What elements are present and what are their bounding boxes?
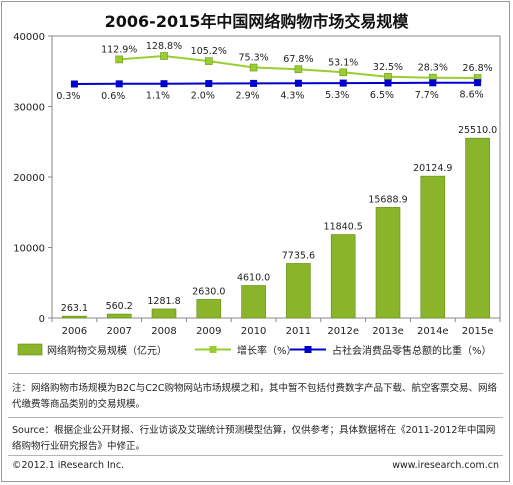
growth-marker bbox=[339, 68, 348, 77]
share-marker bbox=[429, 79, 437, 87]
bar bbox=[330, 234, 356, 319]
bar bbox=[286, 263, 311, 319]
share-data-label: 0.6% bbox=[101, 91, 125, 102]
share-marker bbox=[115, 80, 123, 88]
share-data-label: 0.3% bbox=[56, 91, 80, 102]
growth-marker bbox=[249, 63, 258, 72]
bar-data-label: 25510.0 bbox=[458, 125, 497, 136]
y-tick-label: 30000 bbox=[13, 103, 45, 114]
bar bbox=[375, 207, 401, 319]
legend-bar-label: 网络购物交易规模（亿元） bbox=[47, 344, 167, 357]
growth-marker bbox=[205, 57, 213, 65]
share-marker bbox=[294, 79, 302, 87]
x-tick-label: 2010 bbox=[241, 326, 266, 337]
x-tick-label: 2014e bbox=[417, 326, 449, 337]
x-tick-label: 2008 bbox=[151, 326, 176, 337]
bar-data-label: 20124.9 bbox=[413, 163, 452, 174]
legend-share-label: 占社会消费品零售总额的比重（%） bbox=[332, 344, 492, 357]
growth-data-label: 53.1% bbox=[328, 57, 358, 68]
separator-source bbox=[8, 417, 503, 418]
growth-data-label: 128.8% bbox=[146, 41, 182, 52]
growth-marker bbox=[160, 52, 168, 60]
x-tick-label: 2012e bbox=[327, 326, 359, 337]
share-marker bbox=[474, 79, 482, 87]
share-marker bbox=[250, 79, 258, 87]
bar-data-label: 263.1 bbox=[61, 303, 88, 314]
bar-data-label: 560.2 bbox=[106, 301, 133, 312]
share-marker bbox=[160, 80, 168, 88]
share-data-label: 4.3% bbox=[280, 90, 304, 101]
bar bbox=[106, 313, 132, 319]
legend-bar-swatch bbox=[17, 343, 43, 356]
separator-footer bbox=[8, 455, 503, 456]
x-tick-label: 2015e bbox=[462, 326, 494, 337]
growth-data-label: 75.3% bbox=[239, 53, 269, 64]
growth-marker bbox=[115, 55, 123, 64]
growth-data-label: 67.8% bbox=[283, 54, 313, 65]
share-data-label: 5.3% bbox=[325, 90, 349, 101]
x-tick-label: 2009 bbox=[196, 326, 221, 337]
legend-share-marker bbox=[304, 346, 312, 353]
share-marker bbox=[205, 80, 213, 88]
source-text: Source：根据企业公开财报、行业访谈及艾瑞统计预测模型估算，仅供参考；具体数… bbox=[12, 425, 496, 452]
bar bbox=[62, 315, 87, 319]
bar bbox=[420, 175, 446, 319]
growth-data-label: 105.2% bbox=[191, 46, 227, 57]
y-tick-label: 10000 bbox=[13, 244, 45, 255]
growth-marker bbox=[384, 72, 392, 81]
website-text: www.iresearch.com.cn bbox=[392, 460, 499, 471]
copyright-text: ©2012.1 iResearch Inc. bbox=[12, 460, 125, 471]
separator-note bbox=[8, 373, 503, 374]
x-tick-label: 2013e bbox=[372, 326, 404, 337]
bar-data-label: 7735.6 bbox=[282, 250, 315, 261]
share-data-label: 2.0% bbox=[191, 91, 215, 102]
x-tick-label: 2011 bbox=[286, 326, 311, 337]
share-marker bbox=[384, 79, 392, 87]
share-marker bbox=[339, 79, 347, 87]
legend-growth-marker bbox=[209, 346, 217, 353]
growth-marker bbox=[294, 65, 303, 73]
growth-data-label: 32.5% bbox=[373, 62, 403, 73]
legend-growth-label: 增长率（%） bbox=[237, 344, 297, 357]
share-data-label: 6.5% bbox=[370, 90, 394, 101]
bar bbox=[196, 299, 222, 319]
share-data-label: 2.9% bbox=[236, 90, 260, 101]
y-tick-label: 40000 bbox=[13, 32, 45, 43]
bar-data-label: 4610.0 bbox=[237, 272, 270, 283]
bar bbox=[465, 137, 490, 319]
bar-data-label: 15688.9 bbox=[368, 194, 407, 205]
growth-data-label: 112.9% bbox=[101, 44, 137, 55]
share-marker bbox=[70, 80, 78, 88]
growth-data-label: 28.3% bbox=[418, 63, 448, 74]
share-data-label: 8.6% bbox=[460, 90, 484, 101]
y-tick-label: 20000 bbox=[13, 173, 45, 184]
share-data-label: 1.1% bbox=[146, 91, 170, 102]
bar-data-label: 11840.5 bbox=[324, 222, 363, 233]
bar-data-label: 1281.8 bbox=[147, 296, 180, 307]
growth-data-label: 26.8% bbox=[463, 63, 493, 74]
y-tick-label: 0 bbox=[39, 314, 45, 325]
chart-title: 2006-2015年中国网络购物市场交易规模 bbox=[104, 12, 409, 31]
share-data-label: 7.7% bbox=[415, 90, 439, 101]
x-tick-label: 2007 bbox=[106, 326, 131, 337]
share-line bbox=[74, 81, 478, 85]
bar-data-label: 2630.0 bbox=[192, 286, 225, 297]
bar bbox=[151, 308, 177, 319]
bar bbox=[241, 285, 266, 319]
footnote-text: 注：网络购物市场规模为B2C与C2C购物网站市场规模之和，其中暂不包括付费数字产… bbox=[12, 383, 498, 410]
x-tick-label: 2006 bbox=[62, 326, 87, 337]
